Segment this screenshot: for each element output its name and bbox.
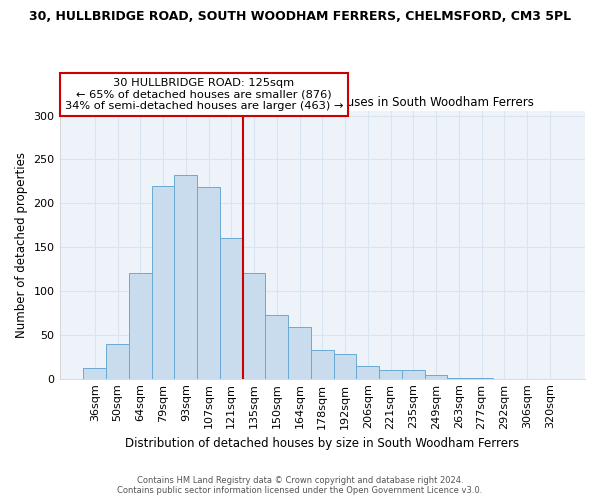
Bar	[379, 370, 402, 378]
Bar	[265, 314, 288, 378]
Bar	[152, 186, 175, 378]
Bar	[197, 188, 220, 378]
Text: 30, HULLBRIDGE ROAD, SOUTH WOODHAM FERRERS, CHELMSFORD, CM3 5PL: 30, HULLBRIDGE ROAD, SOUTH WOODHAM FERRE…	[29, 10, 571, 23]
Bar	[311, 350, 334, 378]
Bar	[106, 344, 129, 378]
Text: Contains HM Land Registry data © Crown copyright and database right 2024.
Contai: Contains HM Land Registry data © Crown c…	[118, 476, 482, 495]
Bar	[334, 354, 356, 378]
Bar	[288, 327, 311, 378]
X-axis label: Distribution of detached houses by size in South Woodham Ferrers: Distribution of detached houses by size …	[125, 437, 520, 450]
Bar	[129, 274, 152, 378]
Y-axis label: Number of detached properties: Number of detached properties	[15, 152, 28, 338]
Bar	[220, 238, 242, 378]
Bar	[83, 368, 106, 378]
Bar	[175, 175, 197, 378]
Bar	[356, 366, 379, 378]
Text: 30 HULLBRIDGE ROAD: 125sqm
← 65% of detached houses are smaller (876)
34% of sem: 30 HULLBRIDGE ROAD: 125sqm ← 65% of deta…	[65, 78, 343, 111]
Bar	[242, 274, 265, 378]
Bar	[425, 375, 448, 378]
Title: Size of property relative to detached houses in South Woodham Ferrers: Size of property relative to detached ho…	[111, 96, 534, 108]
Bar	[402, 370, 425, 378]
